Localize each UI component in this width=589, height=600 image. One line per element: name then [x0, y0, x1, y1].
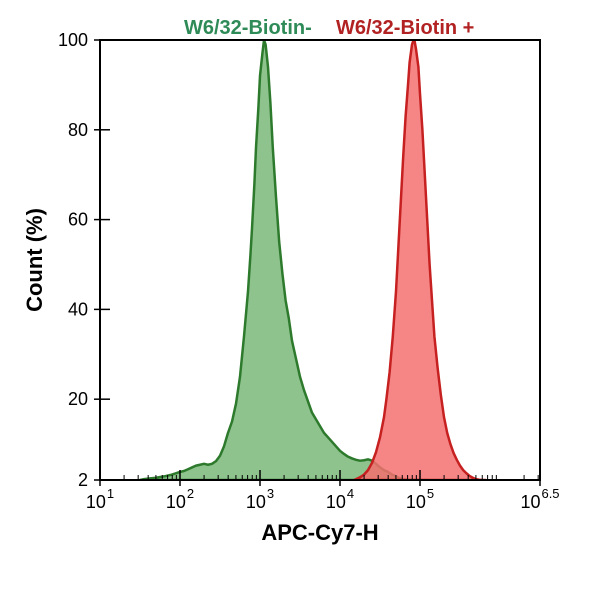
series-label: W6/32-Biotin + — [336, 17, 474, 39]
y-tick-label: 60 — [68, 210, 88, 230]
y-tick-label: 100 — [58, 30, 88, 50]
y-tick-label: 2 — [78, 470, 88, 490]
series-label: W6/32-Biotin- — [184, 17, 312, 39]
y-tick-label: 20 — [68, 389, 88, 409]
x-axis-label: APC-Cy7-H — [261, 520, 378, 545]
histogram-chart: 101102103104105106.5APC-Cy7-H22040608010… — [0, 0, 589, 600]
y-axis-label: Count (%) — [22, 208, 47, 312]
y-tick-label: 80 — [68, 120, 88, 140]
y-tick-label: 40 — [68, 299, 88, 319]
flow-cytometry-histogram: 101102103104105106.5APC-Cy7-H22040608010… — [0, 0, 589, 600]
